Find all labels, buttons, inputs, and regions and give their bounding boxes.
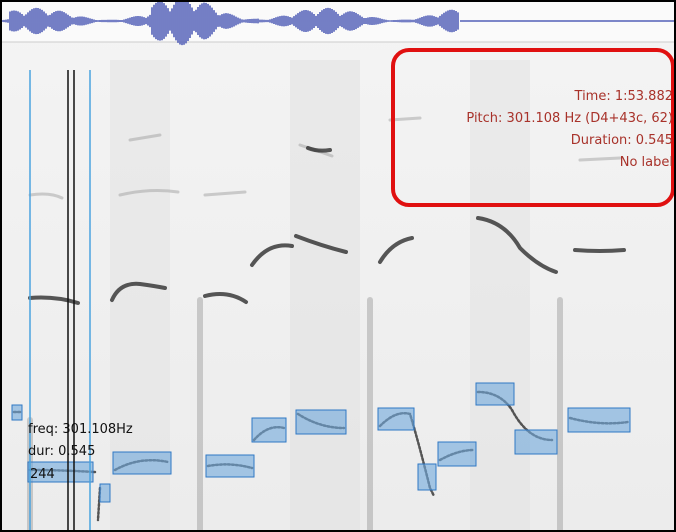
- note: [417, 463, 437, 491]
- note: [475, 382, 515, 406]
- pitch-readout: Pitch: 301.108 Hz (D4+43c, 62): [466, 111, 673, 126]
- note: [567, 407, 631, 433]
- time-readout: Time: 1:53.882: [574, 89, 673, 104]
- note: [27, 461, 94, 483]
- note: [99, 483, 111, 503]
- waveform-path: [0, 0, 676, 46]
- note: [295, 409, 347, 435]
- note: [11, 404, 23, 421]
- cursor-freq: freq: 301.108Hz: [28, 422, 133, 437]
- note-boxes: [11, 382, 631, 503]
- cursor-dur: dur: 0.545: [28, 444, 95, 459]
- note: [437, 441, 477, 467]
- label-readout: No label: [620, 155, 673, 170]
- note: [251, 417, 287, 443]
- waveform: [0, 0, 676, 46]
- shade: [290, 60, 360, 530]
- duration-readout: Duration: 0.545: [571, 133, 673, 148]
- harmonic: [28, 146, 626, 305]
- note: [112, 451, 172, 475]
- note: [205, 454, 255, 478]
- shade: [470, 60, 530, 530]
- note: [377, 407, 415, 431]
- highlight-box: [391, 48, 675, 207]
- note: [514, 429, 558, 455]
- cursor-value: 244: [30, 467, 55, 482]
